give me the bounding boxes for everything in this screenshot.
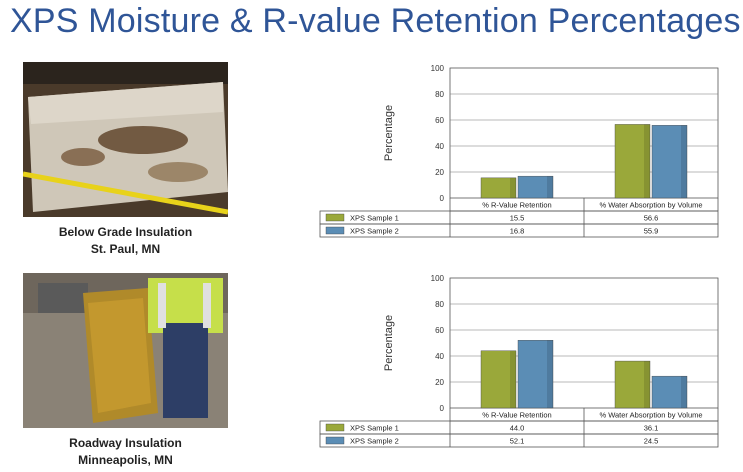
table-row (319, 433, 719, 448)
bar-rect (517, 175, 554, 199)
bar (517, 340, 554, 409)
data-label: 56.6 (644, 214, 659, 223)
legend-swatch (325, 436, 345, 445)
y-tick-label: 40 (435, 352, 444, 361)
y-tick-label: 0 (440, 404, 445, 413)
caption-line: St. Paul, MN (90, 242, 161, 256)
bar-rect (517, 340, 554, 409)
data-label: 55.9 (644, 227, 659, 236)
caption-line: Minneapolis, MN (78, 453, 173, 467)
bar-shade (510, 350, 516, 408)
photo-roadway-insulation (23, 273, 228, 428)
y-tick-label: 60 (435, 116, 444, 125)
legend-label: XPS Sample 2 (350, 227, 399, 236)
bar-rect (651, 125, 688, 199)
bar-rect (651, 375, 688, 409)
caption-line: Below Grade Insulation (58, 225, 193, 239)
y-axis-label: Percentage (383, 315, 395, 371)
bar-shade (510, 177, 516, 198)
data-label: 24.5 (644, 437, 659, 446)
y-axis-label: Percentage (383, 105, 395, 161)
y-tick-label: 20 (435, 168, 444, 177)
bar (480, 177, 517, 199)
x-category-label: % Water Absorption by Volume (599, 201, 702, 210)
page-title: XPS Moisture & R-value Retention Percent… (10, 2, 741, 40)
y-tick-label: 100 (431, 64, 445, 73)
data-label: 44.0 (510, 424, 525, 433)
table-row (319, 223, 719, 238)
photo-caption-2: Roadway Insulation Minneapolis, MN (23, 435, 228, 469)
bar-shade (681, 125, 687, 198)
bar-rect (614, 360, 651, 409)
x-category-label: % R-Value Retention (482, 411, 551, 420)
y-tick-label: 0 (440, 194, 445, 203)
x-category-label: % R-Value Retention (482, 201, 551, 210)
bar-shade (681, 376, 687, 408)
y-tick-label: 80 (435, 300, 444, 309)
chart-1: 0 20 40 60 80 100 Percentage % R-Value Retentio… (319, 62, 740, 240)
legend-label: XPS Sample 2 (350, 437, 399, 446)
chart-2: 0 20 40 60 80 100 Percentage % R-Value Retentio… (319, 272, 740, 450)
data-label: 52.1 (510, 437, 525, 446)
bar (517, 175, 554, 199)
photo-below-grade-insulation (23, 62, 228, 217)
bar-rect (480, 177, 517, 199)
y-tick-label: 40 (435, 142, 444, 151)
y-tick-label: 60 (435, 326, 444, 335)
y-tick-label: 100 (431, 274, 445, 283)
bar-shade (547, 176, 553, 198)
bar (614, 124, 651, 199)
photo-caption-1: Below Grade Insulation St. Paul, MN (23, 224, 228, 258)
legend-swatch (325, 226, 345, 235)
bar-rect (480, 350, 517, 409)
legend-label: XPS Sample 1 (350, 424, 399, 433)
bar-shade (644, 361, 650, 408)
x-category-label: % Water Absorption by Volume (599, 411, 702, 420)
bar (614, 360, 651, 409)
bar-rect (614, 124, 651, 199)
caption-line: Roadway Insulation (69, 436, 182, 450)
legend-swatch (325, 213, 345, 222)
bar (651, 125, 688, 199)
y-tick-label: 80 (435, 90, 444, 99)
y-tick-label: 20 (435, 378, 444, 387)
data-label: 36.1 (644, 424, 659, 433)
bar (480, 350, 517, 409)
bar (651, 375, 688, 409)
data-label: 16.8 (510, 227, 525, 236)
legend-label: XPS Sample 1 (350, 214, 399, 223)
data-label: 15.5 (510, 214, 525, 223)
bar-shade (644, 124, 650, 198)
bar-shade (547, 340, 553, 408)
legend-swatch (325, 423, 345, 432)
